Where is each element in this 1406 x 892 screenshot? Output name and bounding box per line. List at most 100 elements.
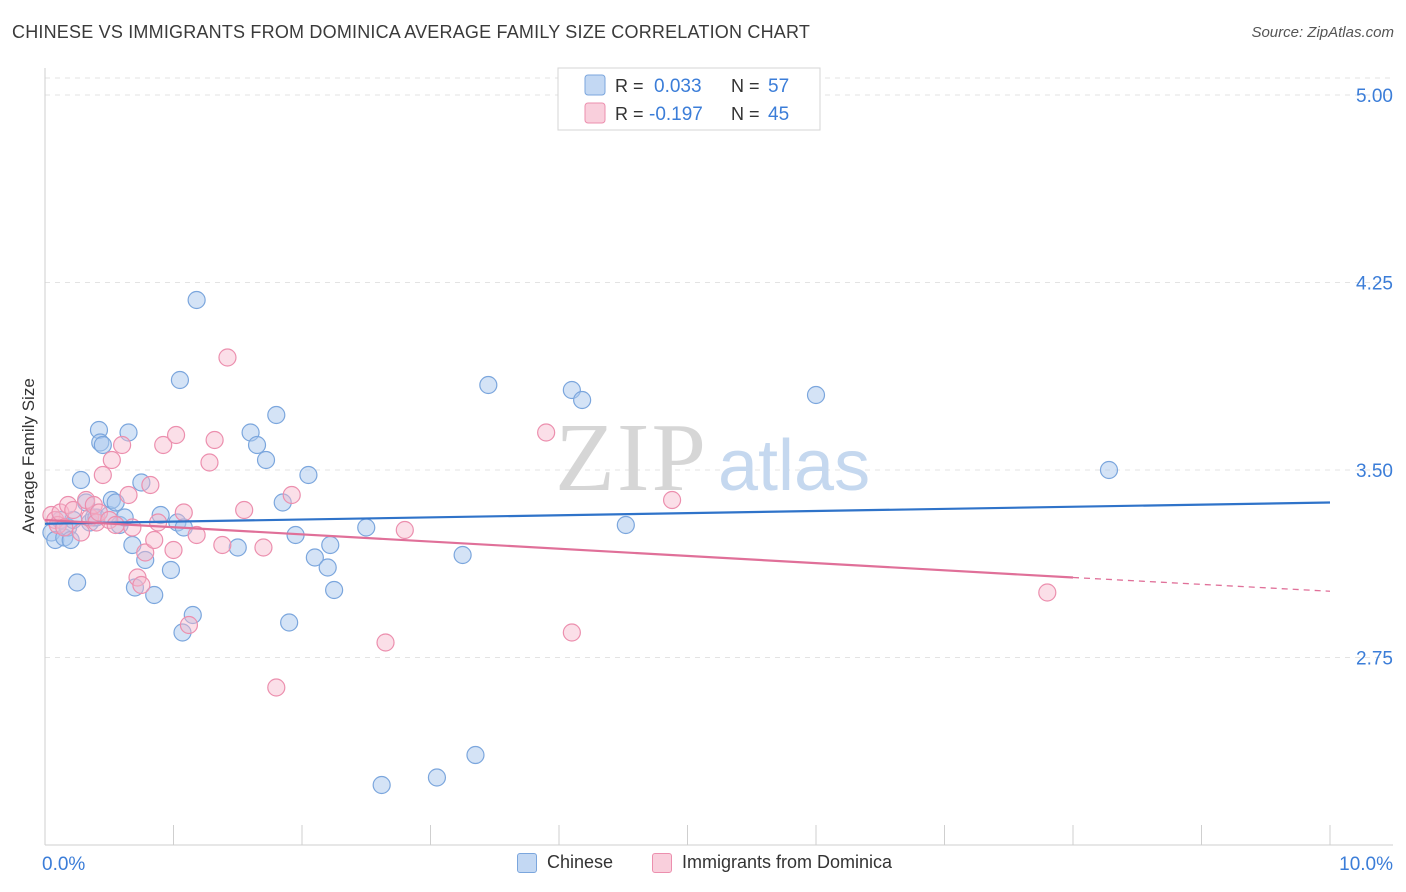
legend-n-label-2: N =: [731, 104, 760, 124]
point-chinese: [71, 470, 91, 490]
point-dominica: [93, 465, 112, 485]
point-dominica: [562, 623, 581, 642]
point-dominica: [205, 430, 224, 450]
point-dominica: [179, 615, 199, 635]
y-axis-label: Average Family Size: [19, 378, 38, 534]
legend-bottom-label-dominica: Immigrants from Dominica: [682, 852, 893, 872]
series-immigrants-from-dominica: [42, 348, 1057, 697]
point-chinese: [247, 435, 267, 455]
point-chinese: [466, 745, 485, 765]
gridlines: [45, 77, 1390, 658]
point-dominica: [166, 425, 186, 445]
legend-bottom-swatch-chinese: [517, 852, 537, 873]
point-chinese: [427, 768, 447, 787]
legend-r-label-2: R =: [615, 104, 644, 124]
point-dominica: [154, 435, 173, 455]
point-dominica: [102, 450, 121, 470]
point-chinese: [170, 370, 190, 390]
legend-r-label-1: R =: [615, 76, 644, 96]
point-chinese: [93, 435, 112, 455]
point-dominica: [112, 435, 132, 455]
point-dominica: [267, 678, 286, 697]
point-chinese: [187, 290, 206, 310]
point-chinese: [228, 538, 247, 557]
point-chinese: [573, 390, 592, 410]
source-label: Source: ZipAtlas.com: [1251, 24, 1394, 41]
watermark: ZIP atlas: [555, 404, 870, 512]
point-chinese: [267, 405, 286, 425]
legend-bottom-swatch-dominica: [652, 852, 672, 873]
legend-swatch-chinese: [584, 74, 606, 96]
point-dominica: [145, 530, 164, 550]
point-dominica: [136, 543, 155, 562]
tick-labels: 5.00 4.25 3.50 2.75 0.0% 10.0%: [42, 86, 1393, 875]
point-dominica: [164, 540, 183, 560]
point-dominica: [395, 520, 414, 540]
point-dominica: [174, 503, 193, 522]
point-dominica: [119, 485, 138, 505]
point-chinese: [256, 450, 276, 470]
point-chinese: [145, 585, 164, 605]
trendlines: [44, 501, 1331, 592]
legend-swatch-dominica: [584, 102, 606, 124]
point-dominica: [64, 500, 83, 520]
point-dominica: [1038, 583, 1057, 602]
y-tick-label: 5.00: [1356, 86, 1393, 107]
point-dominica: [59, 495, 78, 515]
point-dominica: [254, 538, 273, 557]
legend-r-value-1: 0.033: [654, 76, 702, 97]
axes: [44, 68, 1393, 846]
point-chinese: [806, 385, 826, 405]
point-chinese: [325, 580, 344, 600]
point-chinese: [318, 558, 337, 577]
legend-item-dominica: Immigrants from Dominica: [652, 852, 892, 873]
point-chinese: [299, 465, 318, 485]
point-chinese: [1099, 460, 1119, 480]
legend-bottom: Chinese Immigrants from Dominica: [0, 850, 1406, 880]
trendline-dominica: [44, 518, 1074, 579]
legend-bottom-label-chinese: Chinese: [547, 852, 614, 872]
y-tick-label: 3.50: [1356, 461, 1393, 482]
trendline-dominica-extension: [1072, 576, 1331, 592]
point-dominica: [235, 500, 254, 520]
point-chinese: [68, 573, 87, 592]
watermark-zip: ZIP: [555, 404, 708, 512]
point-dominica: [187, 525, 206, 545]
point-dominica: [213, 535, 232, 555]
point-chinese: [136, 550, 155, 570]
legend-item-chinese: Chinese: [517, 852, 613, 873]
watermark-atlas: atlas: [718, 426, 870, 506]
trendline-chinese: [44, 501, 1331, 525]
point-chinese: [183, 605, 202, 625]
point-chinese: [479, 375, 498, 395]
point-chinese: [616, 515, 635, 535]
legend-n-value-1: 57: [768, 76, 789, 97]
point-dominica: [537, 423, 556, 442]
point-chinese: [173, 623, 192, 642]
point-chinese: [372, 775, 391, 795]
point-dominica: [141, 475, 160, 495]
y-tick-label: 4.25: [1356, 274, 1393, 295]
x-tick-label-max: 10.0%: [1339, 854, 1393, 875]
point-chinese: [357, 518, 376, 537]
point-chinese: [321, 535, 340, 555]
point-dominica: [662, 490, 682, 510]
point-dominica: [71, 523, 91, 542]
point-chinese: [161, 560, 181, 580]
series-chinese: [42, 290, 1119, 795]
y-tick-label: 2.75: [1356, 649, 1393, 670]
point-chinese: [280, 613, 299, 632]
legend-top: R = 0.033 N = 57 R = -0.197 N = 45: [557, 67, 821, 131]
point-chinese: [453, 545, 472, 565]
x-tick-label-min: 0.0%: [42, 854, 85, 875]
legend-n-label-1: N =: [731, 76, 760, 96]
legend-n-value-2: 45: [768, 104, 789, 125]
point-dominica: [218, 348, 237, 367]
point-dominica: [282, 485, 301, 505]
point-dominica: [89, 503, 109, 522]
point-chinese: [305, 548, 324, 567]
point-dominica: [132, 575, 151, 595]
legend-r-value-2: -0.197: [649, 104, 703, 125]
chart-title: CHINESE VS IMMIGRANTS FROM DOMINICA AVER…: [12, 22, 811, 42]
